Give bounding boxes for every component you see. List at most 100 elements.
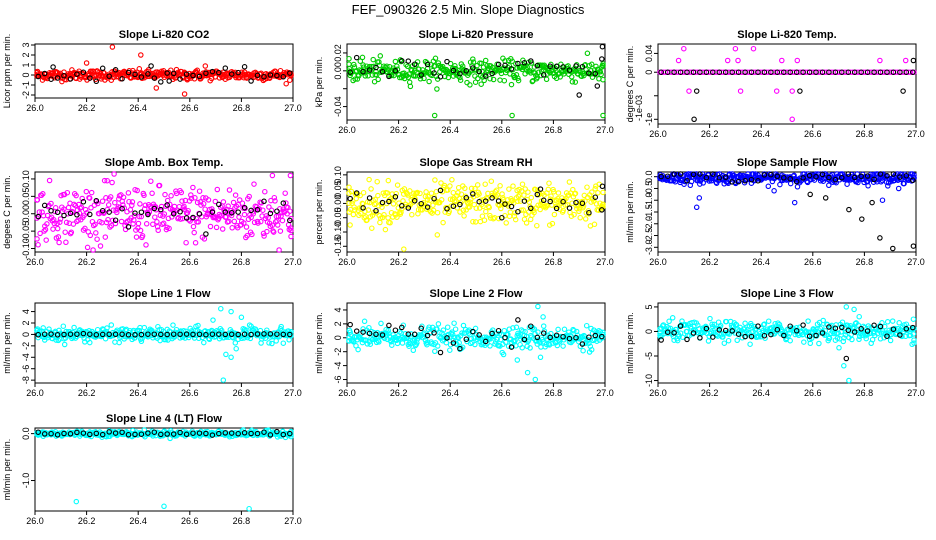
data-point [241, 430, 248, 436]
data-point [94, 236, 100, 242]
x-tick-label: 27.0 [284, 257, 302, 267]
data-point [405, 58, 412, 64]
data-point [142, 202, 149, 209]
x-tick-label: 26.6 [181, 103, 199, 113]
data-point [372, 336, 379, 343]
x-tick-label: 26.2 [701, 129, 719, 139]
data-point [179, 198, 185, 204]
data-point [679, 334, 686, 341]
data-point [112, 331, 119, 338]
data-point [351, 61, 357, 68]
data-point [566, 329, 572, 335]
data-point [851, 306, 857, 313]
data-point [93, 78, 100, 85]
data-point [54, 332, 61, 338]
x-tick-label: 26.8 [856, 257, 874, 267]
x-tick-label: 26.6 [804, 257, 822, 267]
data-point [385, 177, 392, 184]
data-point [351, 64, 358, 70]
data-point [235, 430, 241, 437]
data-point [734, 337, 740, 344]
data-point [155, 323, 161, 330]
data-point [851, 174, 858, 181]
data-point [586, 209, 592, 216]
data-point [418, 325, 424, 332]
data-point [512, 337, 518, 344]
data-point [226, 187, 233, 193]
data-point [194, 199, 201, 206]
data-point [183, 431, 190, 438]
data-point [487, 212, 493, 219]
data-point [360, 68, 366, 75]
data-point [458, 191, 465, 197]
x-tick-label: 27.0 [284, 388, 302, 398]
data-point [200, 195, 206, 201]
data-point [579, 200, 586, 207]
data-point [280, 340, 287, 346]
data-point [540, 314, 546, 320]
data-point [840, 338, 847, 345]
data-point [257, 327, 264, 334]
data-point [248, 430, 254, 437]
data-point [426, 78, 432, 85]
data-point [572, 79, 579, 85]
data-point [150, 221, 156, 228]
data-point [456, 340, 462, 346]
data-point [347, 329, 353, 335]
data-point [93, 430, 100, 437]
data-point [599, 183, 606, 190]
data-point [67, 331, 74, 337]
y-tick-label: -0.05 [333, 207, 343, 228]
data-point [761, 332, 768, 339]
data-point [710, 171, 716, 177]
data-point [536, 63, 543, 69]
data-point [379, 199, 386, 206]
data-point [80, 330, 87, 337]
y-tick-label: 2 [21, 52, 31, 57]
panel-7: Slope Line 1 Flow 26.0 26.2 26.4 26.6 26.8 27.… [2, 288, 302, 398]
data-point [64, 189, 71, 196]
data-point [74, 71, 80, 77]
data-point [55, 234, 62, 240]
plot-frame [657, 43, 917, 125]
data-point [865, 183, 871, 189]
data-point [177, 209, 183, 215]
data-point [168, 193, 174, 199]
y-tick-label: -4 [21, 353, 31, 361]
data-point [800, 69, 806, 75]
y-tick-label: -1.5 [644, 204, 654, 220]
data-point [561, 326, 568, 333]
data-point [287, 217, 293, 224]
data-point [457, 77, 464, 83]
data-point [360, 329, 366, 335]
data-point [347, 195, 353, 202]
data-point [476, 191, 482, 197]
data-point [396, 200, 402, 206]
data-point [83, 188, 90, 195]
data-point [519, 344, 525, 351]
data-point [869, 199, 875, 206]
data-point [376, 339, 382, 345]
data-point [203, 430, 209, 437]
data-point [571, 211, 577, 218]
data-point [532, 376, 539, 383]
data-point [521, 60, 528, 66]
data-point [724, 57, 731, 64]
data-point [457, 345, 463, 352]
data-point [440, 327, 447, 333]
x-tick-label: 26.2 [390, 388, 408, 398]
data-point [287, 225, 294, 231]
data-point [353, 190, 360, 196]
data-point [747, 175, 753, 182]
data-point [405, 192, 411, 198]
data-point [71, 324, 77, 331]
x-tick-label: 26.8 [233, 388, 251, 398]
data-point [426, 324, 432, 330]
data-point [38, 192, 45, 199]
data-point [389, 72, 395, 79]
data-point [429, 210, 435, 216]
data-point [540, 197, 547, 204]
data-point [400, 198, 406, 204]
data-point [188, 192, 194, 198]
data-point [583, 322, 590, 329]
